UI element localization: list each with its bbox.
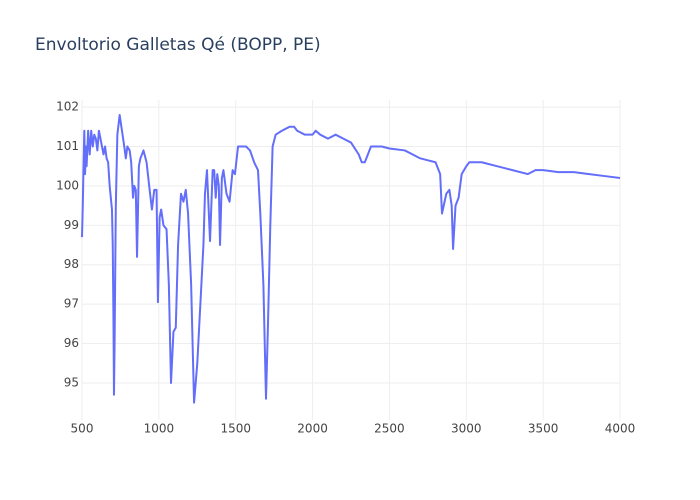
y-tick-label: 101 — [56, 139, 79, 153]
y-tick-label: 98 — [64, 257, 79, 271]
line — [81, 113, 621, 404]
y-tick-label: 97 — [64, 297, 79, 311]
x-tick-label: 1000 — [144, 422, 175, 436]
x-tick-label: 2500 — [374, 422, 405, 436]
x-tick-label: 1500 — [220, 422, 251, 436]
x-tick-label: 2000 — [297, 422, 328, 436]
x-tick-label: 500 — [71, 422, 94, 436]
y-tick-label: 102 — [56, 100, 79, 114]
x-tick-label: 3000 — [451, 422, 482, 436]
y-tick-label: 95 — [64, 375, 79, 389]
x-tick-label: 3500 — [528, 422, 559, 436]
x-tick-label: 4000 — [605, 422, 636, 436]
y-tick-label: 100 — [56, 178, 79, 192]
chart-title: Envoltorio Galletas Qé (BOPP, PE) — [35, 35, 321, 55]
y-tick-label: 99 — [64, 218, 79, 232]
y-tick-label: 96 — [64, 336, 79, 350]
